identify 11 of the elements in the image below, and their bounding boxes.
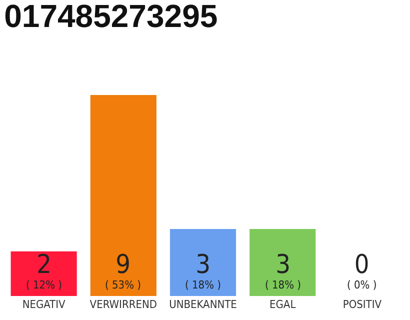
x-tick-label: EGAL — [270, 298, 296, 311]
x-tick-label: POSITIV — [342, 298, 382, 311]
data-label: 3 ( 18% ) — [265, 250, 302, 292]
x-tick-label: NEGATIV — [22, 298, 66, 311]
chart-title: 017485273295 — [4, 0, 218, 34]
data-label: 0 ( 0% ) — [347, 250, 377, 292]
data-label: 2 ( 12% ) — [26, 250, 62, 292]
data-label: 3 ( 18% ) — [185, 250, 222, 292]
x-tick-label: VERWIRREND — [90, 298, 158, 311]
data-label: 9 ( 53% ) — [105, 250, 142, 292]
x-tick-label: UNBEKANNTE — [169, 298, 237, 311]
